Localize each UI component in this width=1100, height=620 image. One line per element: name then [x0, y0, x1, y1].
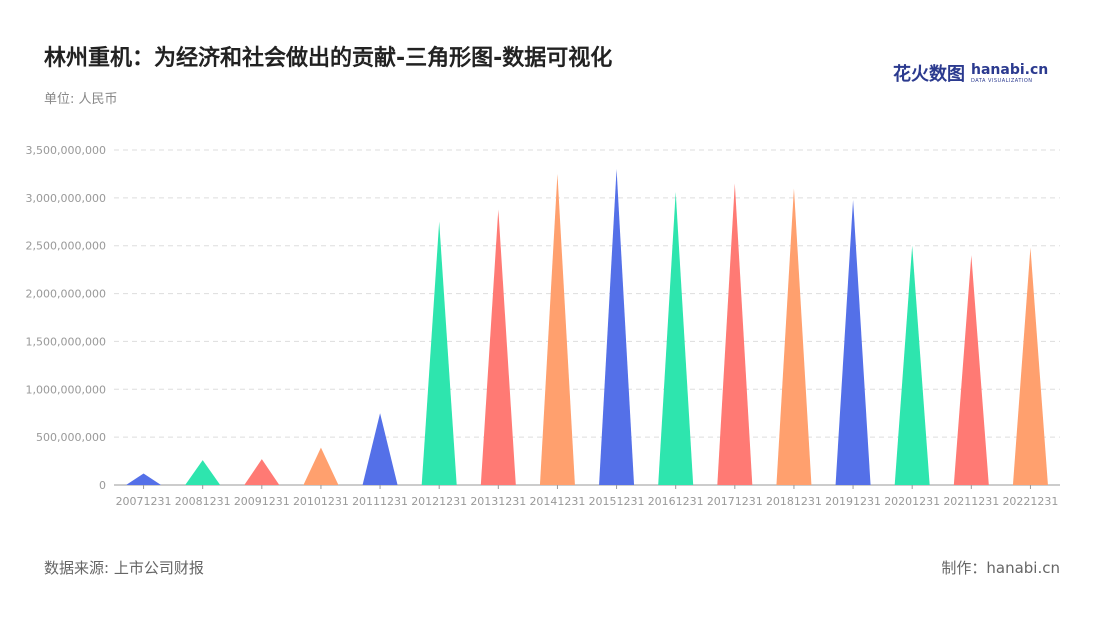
triangle-bar: [185, 460, 221, 485]
y-tick-label: 2,000,000,000: [26, 288, 106, 301]
data-marks: [126, 169, 1048, 486]
triangle-bar: [1012, 247, 1048, 485]
logo-en-block: hanabi.cn DATA VISUALIZATION: [971, 63, 1048, 84]
x-tick-label: 20211231: [943, 495, 999, 508]
x-tick-label: 20151231: [589, 495, 645, 508]
logo-cn-text: 花火数图: [893, 64, 965, 85]
x-tick-label: 20181231: [766, 495, 822, 508]
triangle-bar: [894, 245, 930, 485]
triangle-bar: [126, 473, 162, 485]
y-axis: 0 500,000,000 1,000,000,000 1,500,000,000 2,…: [26, 144, 106, 492]
y-tick-label: 1,500,000,000: [26, 335, 106, 348]
x-tick-label: 20071231: [116, 495, 172, 508]
x-tick-label: 20171231: [707, 495, 763, 508]
x-tick-label: 20201231: [884, 495, 940, 508]
x-tick-label: 20221231: [1002, 495, 1058, 508]
x-tick-label: 20141231: [529, 495, 585, 508]
triangle-bar: [953, 255, 989, 485]
triangle-bar: [717, 183, 753, 485]
x-tick-label: 20121231: [411, 495, 467, 508]
triangle-bar: [599, 169, 635, 485]
brand-logo: 花火数图 hanabi.cn DATA VISUALIZATION: [893, 60, 1048, 86]
logo-en-text: hanabi.cn: [971, 61, 1049, 78]
x-axis: 20071231 20081231 20091231 20101231 20111231…: [116, 485, 1058, 508]
triangle-bar: [421, 221, 457, 486]
x-tick-label: 20091231: [234, 495, 290, 508]
triangle-bar: [480, 209, 516, 486]
y-tick-label: 500,000,000: [36, 431, 106, 444]
y-tick-label: 1,000,000,000: [26, 383, 106, 396]
triangle-bar: [244, 459, 280, 485]
x-tick-label: 20191231: [825, 495, 881, 508]
y-tick-label: 3,500,000,000: [26, 144, 106, 157]
x-tick-label: 20161231: [648, 495, 704, 508]
triangle-bar: [658, 192, 694, 485]
triangle-bar: [539, 173, 575, 485]
x-tick-label: 20131231: [470, 495, 526, 508]
triangle-bar: [362, 413, 398, 485]
triangle-bar: [835, 199, 871, 485]
x-tick-label: 20101231: [293, 495, 349, 508]
y-tick-label: 0: [99, 479, 106, 492]
logo-sub-text: DATA VISUALIZATION: [971, 77, 1033, 84]
y-tick-label: 2,500,000,000: [26, 240, 106, 253]
triangle-bar: [303, 447, 339, 485]
maker-credit: 制作：hanabi.cn: [941, 559, 1060, 577]
page-title: 林州重机：为经济和社会做出的贡献-三角形图-数据可视化: [44, 46, 613, 71]
y-tick-label: 3,000,000,000: [26, 192, 106, 205]
triangle-bar: [776, 188, 812, 486]
x-tick-label: 20081231: [175, 495, 231, 508]
x-tick-label: 20111231: [352, 495, 408, 508]
unit-label: 单位: 人民币: [44, 92, 118, 107]
data-source: 数据来源: 上市公司财报: [44, 559, 204, 577]
